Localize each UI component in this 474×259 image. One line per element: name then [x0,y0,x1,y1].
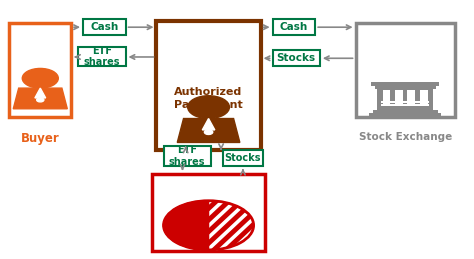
Circle shape [22,68,58,88]
FancyBboxPatch shape [377,106,433,110]
Polygon shape [164,201,209,250]
Text: Cash: Cash [280,22,308,32]
Text: Stocks: Stocks [225,153,261,163]
FancyBboxPatch shape [383,90,390,109]
Polygon shape [177,119,240,142]
FancyBboxPatch shape [78,47,126,66]
FancyBboxPatch shape [377,89,433,110]
Circle shape [164,201,254,250]
FancyBboxPatch shape [83,19,126,35]
Circle shape [36,98,44,102]
Polygon shape [35,88,46,98]
FancyBboxPatch shape [373,110,438,113]
FancyBboxPatch shape [395,90,403,109]
Text: Authorized
Participant: Authorized Participant [174,87,243,110]
FancyBboxPatch shape [152,174,265,251]
Polygon shape [202,119,215,130]
Text: Buyer: Buyer [21,132,60,145]
Text: Stocks: Stocks [277,53,316,63]
FancyBboxPatch shape [371,82,439,85]
Text: ETF
shares: ETF shares [169,145,206,167]
FancyBboxPatch shape [223,150,263,166]
Text: Cash: Cash [90,22,118,32]
Text: ETF
shares: ETF shares [83,46,120,67]
FancyBboxPatch shape [374,85,436,89]
FancyBboxPatch shape [273,50,320,66]
FancyBboxPatch shape [420,90,428,109]
Circle shape [164,201,254,250]
FancyBboxPatch shape [382,101,429,103]
FancyBboxPatch shape [356,23,455,117]
FancyBboxPatch shape [9,23,71,117]
FancyBboxPatch shape [273,19,315,35]
FancyBboxPatch shape [407,90,415,109]
Polygon shape [209,201,254,250]
FancyBboxPatch shape [164,146,211,166]
FancyBboxPatch shape [382,104,429,106]
Circle shape [204,130,213,134]
Text: ETF
Provider: ETF Provider [182,222,235,245]
Polygon shape [13,88,67,109]
Text: Stock Exchange: Stock Exchange [359,132,452,142]
Circle shape [188,96,229,119]
FancyBboxPatch shape [369,113,441,116]
FancyBboxPatch shape [156,21,261,150]
